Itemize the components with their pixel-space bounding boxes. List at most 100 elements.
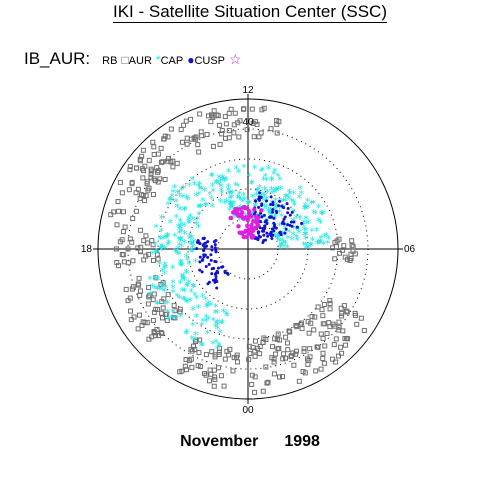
cap-point-285: *	[164, 232, 170, 245]
aur-point-161	[338, 344, 344, 350]
cap-point-298: *	[179, 241, 185, 254]
cusp-point-80	[290, 224, 294, 228]
cap-point-182: *	[245, 197, 251, 210]
aur-point-16	[244, 127, 250, 133]
aur-point-363	[216, 365, 222, 371]
cap-point-167: *	[227, 188, 233, 201]
cusp-point-51	[276, 204, 280, 208]
cap-point-334: *	[200, 195, 206, 208]
cap-point-208: *	[226, 166, 232, 179]
cap-point-151: *	[219, 188, 225, 201]
footer-date: November 1998	[0, 433, 500, 451]
cap-point-82: *	[251, 211, 257, 224]
cap-point-71: *	[278, 196, 284, 209]
legend-item-rb: RB	[102, 55, 117, 67]
cusp-point-11	[292, 220, 296, 224]
aur-point-121	[127, 167, 133, 173]
cap-point-130: *	[305, 202, 311, 215]
cap-point-312: *	[202, 185, 208, 198]
cap-point-353: *	[181, 183, 187, 196]
cusp-point-112	[206, 240, 210, 244]
cap-point-283: *	[182, 237, 188, 250]
cusp-point-76	[288, 213, 292, 217]
cap-point-335: *	[180, 191, 186, 204]
cap-point-204: *	[302, 200, 308, 213]
cap-point-242: *	[177, 190, 183, 203]
aur-point-304	[146, 284, 152, 290]
aur-point-190	[271, 371, 277, 377]
cap-point-441: *	[217, 327, 223, 340]
aur-point-152	[307, 346, 313, 352]
aur-point-74	[165, 134, 171, 140]
cusp-point-96	[260, 202, 264, 206]
cusp-point-64	[269, 215, 273, 219]
cap-point-234: *	[273, 202, 279, 215]
cap-point-401: *	[190, 319, 196, 332]
cap-point-232: *	[283, 195, 289, 208]
cap-point-184: *	[272, 187, 278, 200]
cap-point-340: *	[184, 192, 190, 205]
cap-point-181: *	[218, 181, 224, 194]
aur-point-380	[206, 378, 212, 384]
aur-point-88	[231, 130, 237, 136]
cap-point-213: *	[236, 192, 242, 205]
cap-point-375: *	[206, 314, 212, 327]
cusp-point-141	[202, 255, 206, 259]
aur-point-228	[327, 306, 333, 312]
aur-point-58	[133, 165, 139, 171]
cap-point-65: *	[320, 208, 326, 221]
aur-point-36	[151, 151, 157, 157]
cap-point-50: *	[246, 171, 252, 184]
aur-point-293	[121, 259, 127, 265]
cap-point-209: *	[252, 200, 258, 213]
cusp-point-129	[214, 238, 218, 242]
cap-point-57: *	[252, 163, 258, 176]
unnamed-point-41	[240, 215, 246, 221]
cusp-point-86	[272, 224, 276, 228]
cap-point-8: *	[258, 166, 264, 179]
cap-point-225: *	[255, 195, 261, 208]
cap-point-411: *	[214, 343, 220, 356]
cusp-point-165	[220, 265, 224, 269]
cap-point-257: *	[196, 189, 202, 202]
cap-point-424: *	[182, 274, 188, 287]
cusp-point-105	[257, 205, 261, 209]
aur-point-298	[150, 257, 156, 263]
aur-point-315	[171, 303, 177, 309]
cap-point-35: *	[282, 229, 288, 242]
aur-point-401	[197, 337, 203, 343]
aur-point-364	[203, 352, 209, 358]
cap-point-136: *	[209, 170, 215, 183]
cap-point-72: *	[276, 236, 282, 249]
cap-point-276: *	[196, 180, 202, 193]
cap-point-78: *	[310, 235, 316, 248]
cap-point-22: *	[233, 179, 239, 192]
cap-point-379: *	[190, 304, 196, 317]
cusp-point-75	[259, 195, 263, 199]
cap-point-142: *	[279, 230, 285, 243]
aur-point-25	[148, 171, 154, 177]
aur-point-132	[273, 351, 279, 357]
cap-point-282: *	[196, 221, 202, 234]
aur-point-97	[250, 120, 256, 126]
aur-point-289	[120, 252, 126, 258]
cap-point-110: *	[263, 171, 269, 184]
cap-point-24: *	[286, 186, 292, 199]
aur-point-317	[153, 306, 159, 312]
cap-point-129: *	[277, 174, 283, 187]
aur-point-378	[207, 367, 213, 373]
aur-point-294	[127, 236, 133, 242]
cap-point-419: *	[213, 318, 219, 331]
aur-point-333	[164, 317, 170, 323]
aur-point-297	[155, 256, 161, 262]
cap-point-290: *	[182, 203, 188, 216]
cap-point-47: *	[210, 180, 216, 193]
footer-month: November	[180, 433, 259, 450]
cap-point-370: *	[188, 286, 194, 299]
cap-point-253: *	[162, 262, 168, 275]
cap-point-445: *	[170, 287, 176, 300]
cap-point-300: *	[173, 245, 179, 258]
cap-point-403: *	[184, 279, 190, 292]
cusp-point-33	[262, 233, 266, 237]
